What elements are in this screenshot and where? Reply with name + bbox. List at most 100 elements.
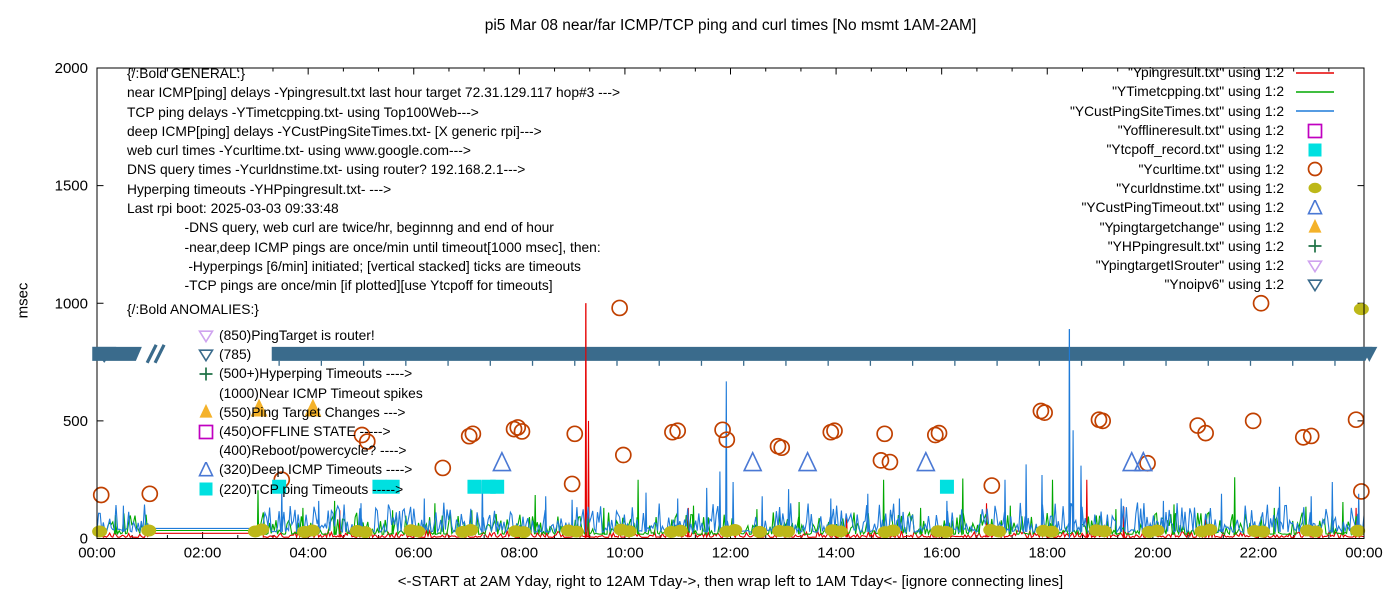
legend-entry: "YHPpingresult.txt" using 1:2 bbox=[1070, 237, 1342, 256]
legend-entry: "Yofflineresult.txt" using 1:2 bbox=[1070, 121, 1342, 140]
anomaly-label: (450)OFFLINE STATE -----> bbox=[219, 424, 391, 440]
filled-square-glyph bbox=[199, 482, 213, 496]
anomaly-row: (550)Ping Target Changes ---> bbox=[197, 403, 423, 422]
ycurltime-marker bbox=[1094, 412, 1112, 430]
ypingtargetchange-marker bbox=[304, 398, 322, 417]
filled-triangle-up-glyph bbox=[199, 404, 213, 418]
x-tick-label: 20:00 bbox=[1134, 545, 1172, 562]
ytcpoff_record-marker bbox=[372, 479, 387, 494]
ycustpingtimeout-marker bbox=[797, 450, 818, 472]
legend-label: "Ytcpoff_record.txt" using 1:2 bbox=[1106, 142, 1284, 158]
ycurltime-marker bbox=[566, 425, 584, 443]
open-circle-glyph bbox=[1307, 161, 1323, 177]
legend-entry: "YCustPingSiteTimes.txt" using 1:2 bbox=[1070, 102, 1342, 121]
plus-glyph bbox=[199, 367, 213, 381]
legend-entry: "YCustPingTimeout.txt" using 1:2 bbox=[1070, 198, 1342, 217]
legend-entry: "YTimetcpping.txt" using 1:2 bbox=[1070, 82, 1342, 101]
general-notes-block: {/:Bold GENERAL:} near ICMP[ping] delays … bbox=[127, 64, 620, 296]
plus-glyph bbox=[1308, 239, 1322, 253]
ycurldnstime-marker bbox=[1149, 524, 1165, 537]
y-tick-label: 500 bbox=[63, 413, 88, 430]
y-tick-label: 1500 bbox=[55, 178, 88, 195]
anomaly-label: (1000)Near ICMP Timeout spikes bbox=[219, 385, 423, 401]
x-axis-label: <-START at 2AM Yday, right to 12AM Tday-… bbox=[397, 573, 1064, 590]
ycurltime-marker bbox=[434, 459, 452, 477]
open-square-glyph bbox=[198, 424, 214, 439]
open-square-legend-icon bbox=[1288, 123, 1342, 139]
ycurldnstime-marker bbox=[1350, 524, 1366, 537]
open-triangle-up-glyph bbox=[1307, 199, 1323, 215]
general-heading: {/:Bold GENERAL:} bbox=[127, 66, 246, 81]
ycurltime-marker bbox=[930, 424, 948, 442]
legend-label: "Yofflineresult.txt" using 1:2 bbox=[1117, 123, 1284, 139]
legend-entry: "Ypingresult.txt" using 1:2 bbox=[1070, 63, 1342, 82]
open-triangle-up-glyph bbox=[198, 461, 214, 477]
ytcpoff_record-marker bbox=[467, 479, 482, 494]
ycurldnstime-marker bbox=[991, 525, 1007, 538]
anomaly-label: (220)TCP ping Timeouts -----> bbox=[219, 481, 404, 497]
ycurldnstime-marker bbox=[885, 524, 901, 537]
ycustpingtimeout-marker bbox=[1121, 450, 1142, 472]
open-triangle-down-glyph bbox=[1307, 279, 1323, 293]
general-line: -DNS query, web curl are twice/hr, begin… bbox=[127, 220, 554, 236]
legend-entry: "Ytcpoff_record.txt" using 1:2 bbox=[1070, 140, 1342, 159]
anomalies-heading: {/:Bold ANOMALIES:} bbox=[127, 302, 259, 317]
x-tick-label: 06:00 bbox=[395, 545, 433, 562]
x-tick-label: 10:00 bbox=[606, 545, 644, 562]
y-tick-label: 1000 bbox=[55, 295, 88, 312]
ycurltime-marker bbox=[358, 433, 376, 450]
ycurldnstime-marker bbox=[1096, 525, 1112, 538]
legend-entry: "YpingtargetISrouter" using 1:2 bbox=[1070, 256, 1342, 275]
y-tick-label: 2000 bbox=[55, 60, 88, 77]
ycurltime-marker bbox=[872, 452, 890, 469]
legend-entry: "Ynoipv6" using 1:2 bbox=[1070, 275, 1342, 294]
anomaly-row: (500+)Hyperping Timeouts ----> bbox=[197, 364, 423, 383]
ycurldnstime-marker bbox=[516, 526, 532, 539]
legend-label: "YCustPingTimeout.txt" using 1:2 bbox=[1081, 200, 1284, 216]
x-tick-label: 00:00 bbox=[78, 545, 116, 562]
legend-label: "Ynoipv6" using 1:2 bbox=[1164, 277, 1284, 293]
ycurldnstime-marker bbox=[141, 524, 157, 537]
ycurltime-marker bbox=[141, 485, 159, 503]
ycurltime-marker bbox=[464, 425, 482, 443]
line-legend-icon bbox=[1288, 65, 1342, 81]
ycurltime-marker bbox=[92, 486, 110, 504]
ycustpingtimeout-marker bbox=[916, 450, 936, 472]
legend-label: "YTimetcpping.txt" using 1:2 bbox=[1112, 84, 1284, 100]
anomaly-row: (1000)Near ICMP Timeout spikes bbox=[197, 384, 423, 403]
open-triangle-down-icon bbox=[197, 328, 219, 344]
filled-circle-legend-icon bbox=[1288, 180, 1342, 196]
x-tick-label: 12:00 bbox=[712, 545, 750, 562]
noipv6-band-end-triangle bbox=[1361, 346, 1378, 362]
line-legend-icon bbox=[1288, 84, 1342, 100]
ycurltime-marker bbox=[773, 439, 791, 457]
ypingtargetchange-marker bbox=[250, 398, 268, 417]
open-triangle-down-glyph bbox=[198, 329, 214, 343]
x-tick-label: 08:00 bbox=[501, 545, 539, 562]
x-tick-label: 16:00 bbox=[923, 545, 961, 562]
x-tick-label: 04:00 bbox=[289, 545, 327, 562]
open-triangle-up-legend-icon bbox=[1288, 199, 1342, 216]
ycurldnstime-marker bbox=[1353, 303, 1369, 316]
legend-label: "Ycurldnstime.txt" using 1:2 bbox=[1116, 180, 1284, 196]
series-ytimetcpping bbox=[97, 477, 1364, 537]
anomaly-label: (500+)Hyperping Timeouts ----> bbox=[219, 366, 413, 382]
general-line: TCP ping delays -YTimetcpping.txt- using… bbox=[127, 104, 479, 120]
x-tick-label: 18:00 bbox=[1028, 545, 1066, 562]
anomaly-row: (220)TCP ping Timeouts -----> bbox=[197, 480, 423, 499]
legend-label: "YHPpingresult.txt" using 1:2 bbox=[1107, 238, 1284, 254]
ycurltime-marker bbox=[876, 425, 894, 443]
open-circle-legend-icon bbox=[1288, 161, 1342, 177]
ycurldnstime-marker bbox=[752, 525, 768, 538]
open-triangle-down-glyph bbox=[198, 349, 214, 362]
ycurltime-marker bbox=[1302, 427, 1320, 445]
x-tick-label: 00:00 bbox=[1345, 545, 1383, 562]
open-triangle-down-legend-icon bbox=[1288, 258, 1342, 274]
ycurldnstime-marker bbox=[727, 524, 743, 537]
legend-label: "Ypingresult.txt" using 1:2 bbox=[1127, 65, 1284, 81]
ycurltime-marker bbox=[669, 422, 687, 440]
ycurldnstime-marker bbox=[304, 524, 320, 537]
ytcpoff_record-marker bbox=[385, 479, 400, 494]
ycurltime-marker bbox=[718, 431, 736, 449]
